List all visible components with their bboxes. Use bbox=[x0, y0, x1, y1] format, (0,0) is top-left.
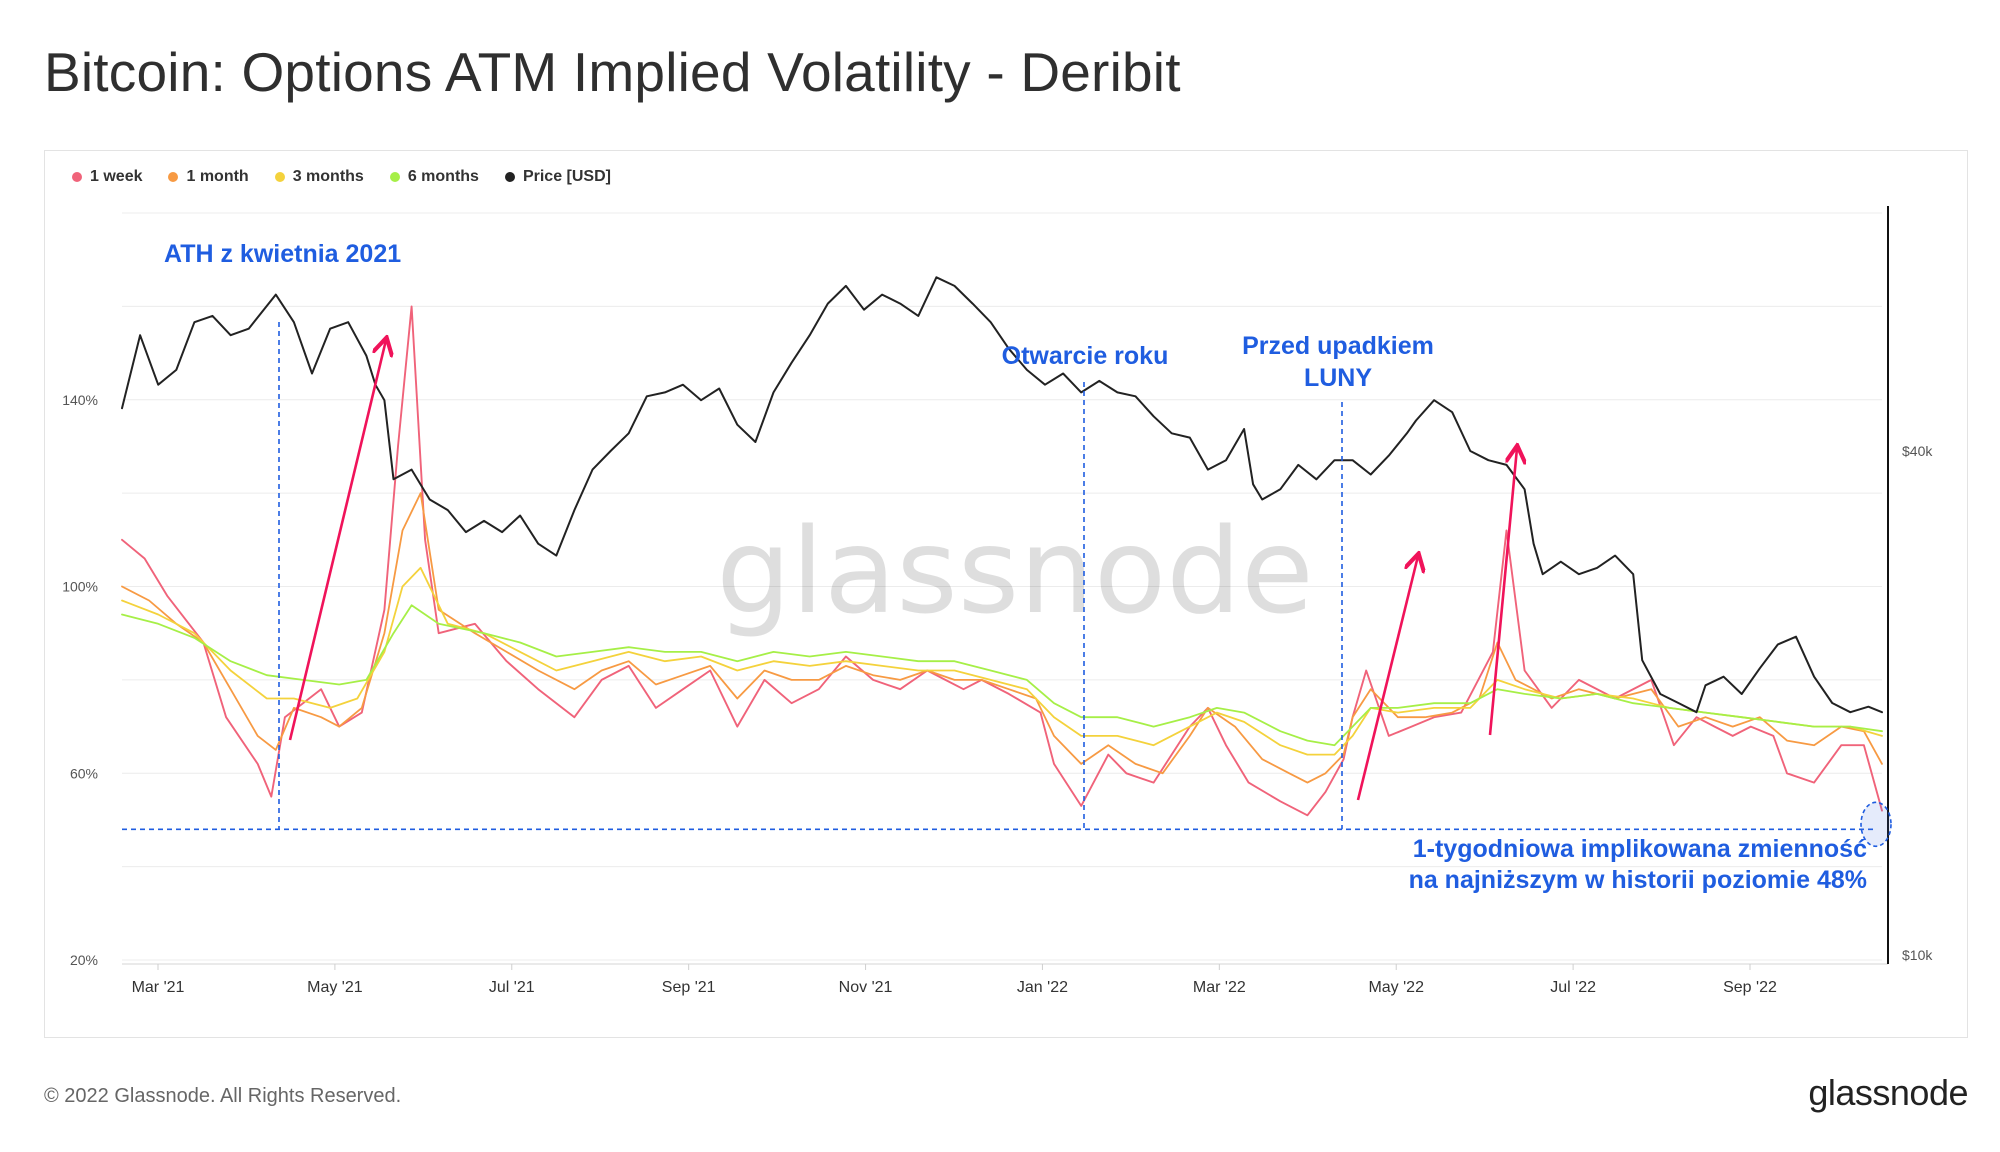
legend-item-3-months[interactable]: 3 months bbox=[274, 168, 364, 186]
series-lines bbox=[121, 276, 1883, 817]
chart-watermark: glassnode bbox=[716, 502, 1313, 640]
legend-item-price[interactable]: Price [USD] bbox=[504, 168, 611, 186]
x-tick-label: Jul '22 bbox=[1550, 979, 1596, 996]
annotation-ath: ATH z kwietnia 2021 bbox=[164, 240, 401, 268]
arrow-jun22-spike bbox=[1488, 448, 1517, 736]
annotation-luna-line1: Przed upadkiem bbox=[1242, 332, 1434, 360]
arrow-may22-spike bbox=[1356, 556, 1418, 801]
x-tick-label: Mar '22 bbox=[1193, 979, 1246, 996]
x-tick-label: Sep '21 bbox=[662, 979, 716, 996]
legend-label-1-month: 1 month bbox=[186, 168, 249, 185]
series-line-price bbox=[121, 276, 1883, 714]
legend-dot-3-months bbox=[274, 172, 285, 182]
legend-item-1-week[interactable]: 1 week bbox=[72, 168, 142, 186]
legend-item-1-month[interactable]: 1 month bbox=[168, 168, 249, 186]
arrow-may21-spike bbox=[288, 340, 386, 741]
glassnode-logo[interactable]: glassnode bbox=[1808, 1072, 1968, 1113]
copyright-footer: © 2022 Glassnode. All Rights Reserved. bbox=[44, 1085, 402, 1107]
x-tick-label: Jan '22 bbox=[1017, 979, 1068, 996]
axes: 20% 60% 100% 140% $10k $40k Mar '21 May '21 Jul … bbox=[62, 206, 1933, 996]
y-right-tick-label: $10k bbox=[1902, 947, 1933, 963]
legend-dot-1-week bbox=[72, 172, 82, 182]
legend-label-3-months: 3 months bbox=[292, 168, 364, 185]
chart-legend: 1 week 1 month 3 months 6 months Price [… bbox=[72, 168, 611, 186]
low-highlight-circle bbox=[1860, 801, 1892, 848]
chart-frame bbox=[44, 150, 1968, 1038]
legend-dot-1-month bbox=[168, 172, 179, 182]
annotations: ATH z kwietnia 2021 Otwarcie roku Przed … bbox=[122, 240, 1892, 894]
x-tick-label: May '21 bbox=[307, 979, 363, 996]
x-tick-label: Jul '21 bbox=[489, 979, 535, 996]
annotation-year-open: Otwarcie roku bbox=[1002, 342, 1169, 370]
annotation-low-line1: 1-tygodniowa implikowana zmienność bbox=[1413, 835, 1867, 863]
y-tick-label: 100% bbox=[62, 579, 98, 595]
legend-label-1-week: 1 week bbox=[90, 168, 143, 185]
y-tick-label: 20% bbox=[70, 952, 98, 968]
legend-dot-6-months bbox=[389, 172, 400, 182]
annotation-low-line2: na najniższym w historii poziomie 48% bbox=[1409, 866, 1867, 894]
legend-label-6-months: 6 months bbox=[407, 168, 479, 185]
gridlines bbox=[122, 212, 1882, 961]
legend-dot-price bbox=[504, 172, 515, 182]
y-right-tick-label: $40k bbox=[1902, 443, 1933, 459]
x-tick-label: Sep '22 bbox=[1723, 979, 1777, 996]
x-tick-label: Nov '21 bbox=[839, 979, 893, 996]
series-line-m6 bbox=[121, 604, 1883, 747]
legend-label-price: Price [USD] bbox=[522, 168, 611, 185]
annotation-luna-line2: LUNY bbox=[1304, 364, 1372, 392]
series-line-m1 bbox=[121, 492, 1883, 784]
y-tick-label: 60% bbox=[70, 765, 98, 781]
series-line-w1 bbox=[121, 305, 1883, 817]
x-tick-label: Mar '21 bbox=[132, 979, 185, 996]
legend-item-6-months[interactable]: 6 months bbox=[389, 168, 479, 186]
x-tick-label: May '22 bbox=[1368, 979, 1424, 996]
y-tick-label: 140% bbox=[62, 392, 98, 408]
page-title: Bitcoin: Options ATM Implied Volatility … bbox=[44, 41, 1181, 103]
